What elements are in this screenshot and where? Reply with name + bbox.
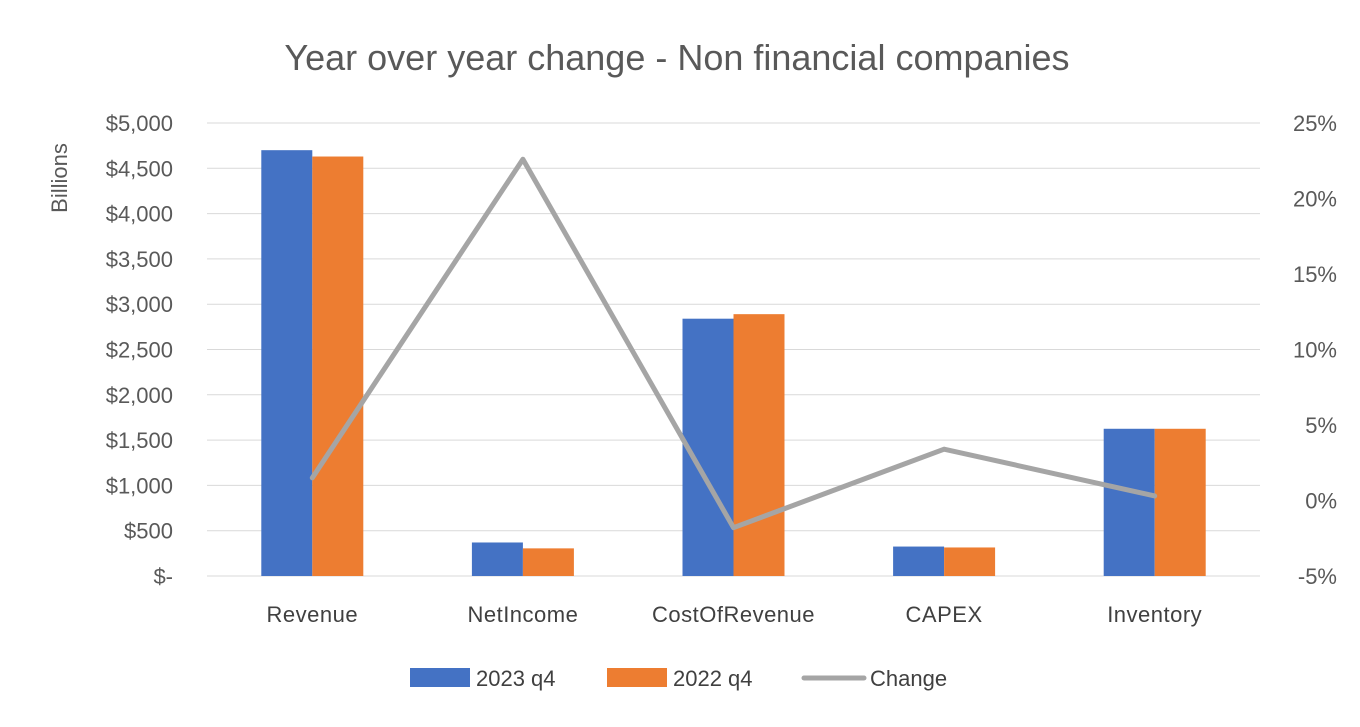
- y2-tick-label: 5%: [1305, 413, 1337, 438]
- y-tick-label: $2,500: [106, 338, 173, 363]
- x-tick-label: Inventory: [1107, 602, 1202, 627]
- y2-tick-label: 0%: [1305, 489, 1337, 514]
- chart-title: Year over year change - Non financial co…: [284, 37, 1069, 78]
- bar-series2: [522, 548, 574, 576]
- legend-swatch: [607, 668, 667, 687]
- y2-tick-label: 20%: [1293, 187, 1337, 212]
- bars: [261, 150, 1206, 576]
- bar-series2: [733, 314, 785, 576]
- y2-tick-label: -5%: [1298, 564, 1337, 589]
- bar-series1: [682, 318, 734, 576]
- x-tick-label: CAPEX: [906, 602, 983, 627]
- legend-label: 2023 q4: [476, 666, 556, 691]
- y-tick-label: $5,000: [106, 111, 173, 136]
- x-axis-ticks: Revenue NetIncome CostOfRevenue CAPEX Invent…: [267, 602, 1202, 627]
- y-axis-ticks: $- $500 $1,000 $1,500 $2,000 $2,500 $3,000 $3,5…: [106, 111, 173, 589]
- bar-series1: [893, 546, 945, 576]
- y-tick-label: $2,000: [106, 383, 173, 408]
- y2-tick-label: 10%: [1293, 338, 1337, 363]
- y-tick-label: $-: [153, 564, 173, 589]
- y2-tick-label: 15%: [1293, 262, 1337, 287]
- y2-axis-ticks: -5% 0% 5% 10% 15% 20% 25%: [1293, 111, 1337, 589]
- legend-label: 2022 q4: [673, 666, 753, 691]
- bar-series1: [261, 150, 313, 576]
- y-tick-label: $500: [124, 519, 173, 544]
- y-tick-label: $4,500: [106, 156, 173, 181]
- bar-series1: [471, 542, 523, 576]
- legend-label: Change: [870, 666, 947, 691]
- y-axis-label: Billions: [47, 143, 72, 213]
- legend-swatch: [410, 668, 470, 687]
- bar-series2: [1154, 428, 1206, 576]
- x-tick-label: NetIncome: [467, 602, 578, 627]
- y-tick-label: $1,500: [106, 428, 173, 453]
- bar-series1: [1103, 428, 1155, 576]
- y2-tick-label: 25%: [1293, 111, 1337, 136]
- bar-series2: [944, 547, 996, 576]
- x-tick-label: CostOfRevenue: [652, 602, 815, 627]
- series-line-change: [309, 156, 1158, 531]
- y-tick-label: $4,000: [106, 202, 173, 227]
- y-tick-label: $1,000: [106, 473, 173, 498]
- y-tick-label: $3,500: [106, 247, 173, 272]
- bar-series2: [312, 156, 364, 576]
- change-line: [309, 156, 1158, 531]
- x-tick-label: Revenue: [267, 602, 359, 627]
- legend: 2023 q4 2022 q4 Change: [410, 666, 947, 691]
- y-tick-label: $3,000: [106, 292, 173, 317]
